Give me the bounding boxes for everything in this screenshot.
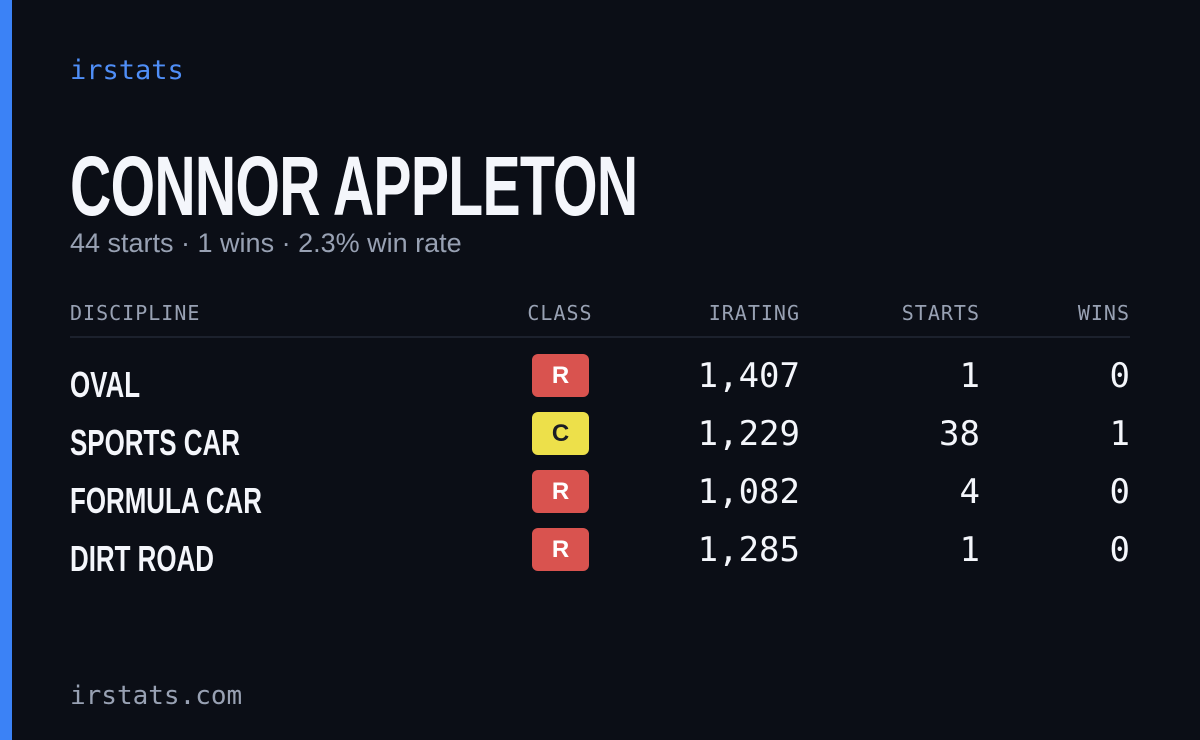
- column-header: WINS: [1077, 301, 1130, 325]
- discipline: DIRT ROAD: [70, 538, 214, 579]
- class-badge: C: [532, 412, 589, 455]
- starts: 38: [939, 414, 980, 454]
- class-badge: R: [532, 528, 589, 571]
- brand: irstats: [70, 55, 184, 86]
- class-badge: R: [532, 354, 589, 397]
- irating: 1,285: [697, 530, 800, 570]
- subtitle: 44 starts · 1 wins · 2.3% win rate: [70, 228, 462, 258]
- discipline: SPORTS CAR: [70, 422, 240, 463]
- discipline: OVAL: [70, 364, 141, 405]
- driver-name: CONNOR APPLETON: [70, 139, 638, 233]
- column-header: DISCIPLINE: [70, 301, 201, 325]
- starts: 1: [959, 530, 980, 570]
- wins: 0: [1109, 356, 1130, 396]
- starts: 4: [959, 472, 980, 512]
- wins: 0: [1109, 472, 1130, 512]
- footer-url: irstats.com: [70, 681, 243, 711]
- starts: 1: [959, 356, 980, 396]
- discipline: FORMULA CAR: [70, 480, 262, 521]
- class-badge: R: [532, 470, 589, 513]
- irating: 1,229: [697, 414, 800, 454]
- irating: 1,407: [697, 356, 800, 396]
- column-header: IRATING: [708, 301, 800, 325]
- wins: 0: [1109, 530, 1130, 570]
- divider: [70, 336, 1130, 338]
- column-header: CLASS: [527, 301, 593, 325]
- column-header: STARTS: [901, 301, 980, 325]
- irating: 1,082: [697, 472, 800, 512]
- accent-bar: [0, 0, 12, 740]
- wins: 1: [1109, 414, 1130, 454]
